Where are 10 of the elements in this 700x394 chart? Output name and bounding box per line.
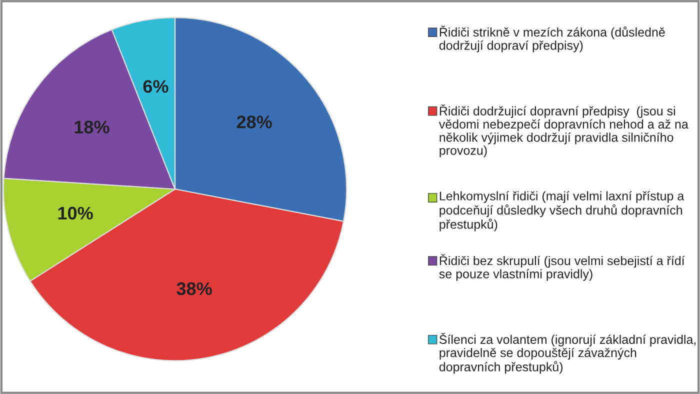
legend-label: Řidiči strikně v mezích zákona (důsledně dodržují dopraví předpisy) <box>439 26 665 52</box>
data-label: 10% <box>58 206 93 220</box>
legend-label: Řidiči bez skrupulí (jsou velmi sebejistí a řídí se pouze vlastními pravidly) <box>439 254 685 281</box>
data-label: 38% <box>176 282 212 296</box>
legend-label: Řidiči dodržujicí dopravní předpisy (jsou si vědomi nebezpečí dopravních nehod a až na několik výjimek dodržují pravidla silničního provozu) <box>438 104 688 158</box>
data-label: 18% <box>74 120 110 134</box>
data-label: 28% <box>236 116 272 128</box>
data-label: 6% <box>143 80 168 93</box>
legend-label: Lehkomyslní řidiči (mají velmi laxní přístup a podceňují důsledky všech druhů dopravních přestupků) <box>440 191 684 232</box>
legend-label: Šílenci za volantem (ignorují základní pravidla, pravidelně se dopouštějí závažných dopravních přestupků) <box>439 332 696 374</box>
